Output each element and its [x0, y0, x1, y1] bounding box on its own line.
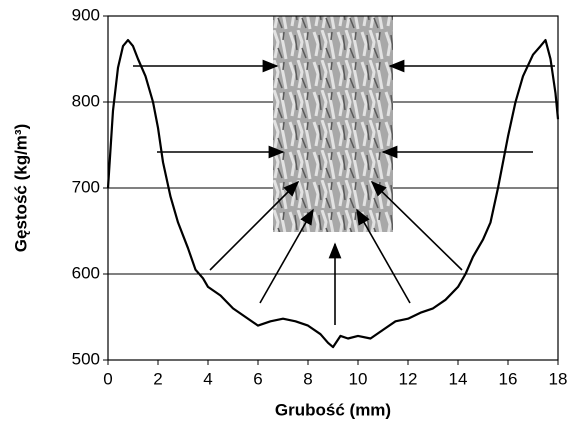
y-tick-label: 900	[72, 5, 100, 24]
y-tick-label: 500	[72, 349, 100, 368]
y-tick-label: 800	[72, 91, 100, 110]
x-tick-label: 6	[253, 369, 262, 388]
x-tick-label: 10	[349, 369, 368, 388]
x-tick-label: 18	[549, 369, 568, 388]
x-tick-label: 2	[153, 369, 162, 388]
density-line	[106, 38, 560, 349]
x-tick-label: 14	[449, 369, 468, 388]
arrows	[133, 59, 555, 325]
x-tick-label: 16	[499, 369, 518, 388]
x-tick-label: 0	[103, 369, 112, 388]
x-tick-label: 4	[203, 369, 212, 388]
x-tick-label: 12	[399, 369, 418, 388]
y-tick-label: 700	[72, 177, 100, 196]
y-tick-label: 600	[72, 263, 100, 282]
x-axis-title: Grubość (mm)	[275, 400, 391, 419]
y-axis-title: Gęstość (kg/m³)	[11, 124, 30, 252]
board-image	[273, 16, 393, 232]
x-tick-label: 8	[303, 369, 312, 388]
